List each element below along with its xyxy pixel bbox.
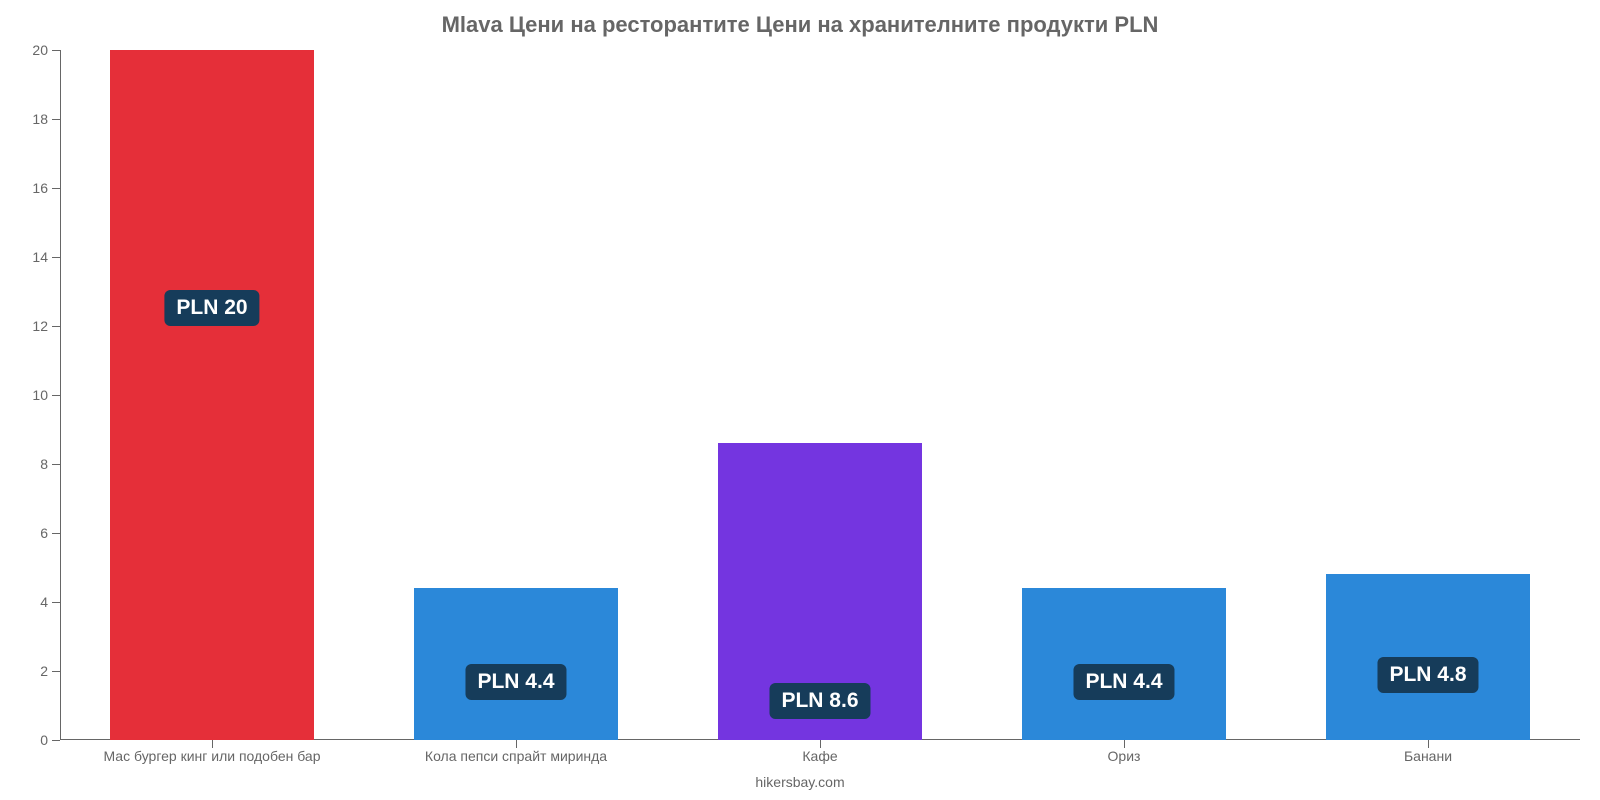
bar: PLN 8.6 [718,443,922,740]
value-badge: PLN 4.4 [465,664,566,700]
value-badge: PLN 4.8 [1377,657,1478,693]
x-tick [1428,740,1429,748]
x-tick-label: Банани [1404,748,1452,764]
chart-container: Mlava Цени на ресторантите Цени на храни… [0,0,1600,800]
x-tick-label: Кола пепси спрайт миринда [425,748,607,764]
y-axis [60,50,61,740]
y-tick-label: 2 [40,663,48,679]
chart-title: Mlava Цени на ресторантите Цени на храни… [0,12,1600,38]
bar: PLN 4.4 [414,588,618,740]
y-tick [52,602,60,603]
bar: PLN 4.8 [1326,574,1530,740]
y-tick [52,464,60,465]
y-tick-label: 4 [40,594,48,610]
y-tick [52,188,60,189]
y-tick [52,50,60,51]
x-tick [516,740,517,748]
y-tick [52,257,60,258]
y-tick-label: 20 [32,42,48,58]
x-tick [1124,740,1125,748]
y-tick-label: 16 [32,180,48,196]
y-tick-label: 12 [32,318,48,334]
value-badge: PLN 4.4 [1073,664,1174,700]
y-tick-label: 14 [32,249,48,265]
y-tick [52,671,60,672]
y-tick-label: 8 [40,456,48,472]
x-tick [212,740,213,748]
y-tick [52,119,60,120]
bar: PLN 4.4 [1022,588,1226,740]
y-tick [52,326,60,327]
x-tick-label: Ориз [1108,748,1141,764]
chart-footer: hikersbay.com [0,774,1600,790]
x-tick-label: Мас бургер кинг или подобен бар [103,748,320,764]
y-tick-label: 10 [32,387,48,403]
value-badge: PLN 8.6 [769,683,870,719]
y-tick [52,740,60,741]
y-tick-label: 6 [40,525,48,541]
x-tick [820,740,821,748]
value-badge: PLN 20 [164,290,259,326]
y-tick-label: 0 [40,732,48,748]
y-tick [52,395,60,396]
plot-area: 02468101214161820PLN 20Мас бургер кинг и… [60,50,1580,740]
y-tick-label: 18 [32,111,48,127]
y-tick [52,533,60,534]
bar: PLN 20 [110,50,314,740]
x-tick-label: Кафе [802,748,837,764]
